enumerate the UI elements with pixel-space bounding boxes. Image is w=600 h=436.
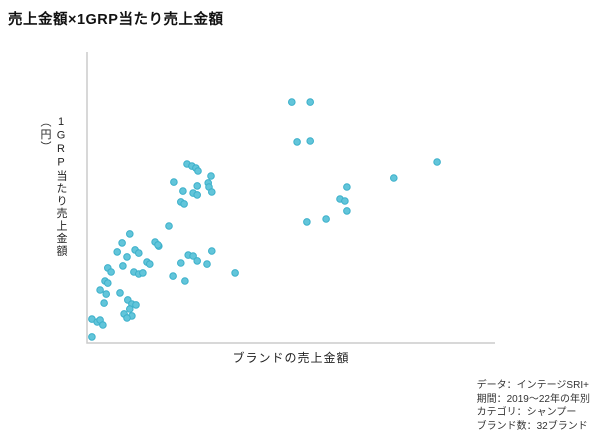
data-point (88, 333, 96, 341)
data-point (390, 174, 398, 182)
data-point (146, 260, 154, 268)
data-point (203, 260, 211, 268)
data-point (189, 252, 197, 260)
data-point (303, 218, 311, 226)
data-point (177, 259, 185, 267)
data-point (433, 158, 441, 166)
data-point (179, 187, 187, 195)
source-note-brand-count: ブランド数：32ブランド (476, 420, 588, 432)
data-point (126, 305, 134, 313)
data-point (100, 299, 108, 307)
data-point (341, 197, 349, 205)
source-note-period: 期間：2019～22年の年別 (476, 393, 590, 405)
data-point (135, 249, 143, 257)
source-notes: データ：インテージSRI+ 期間：2019～22年の年別 カテゴリ：シャンプー … (477, 379, 590, 433)
data-point (99, 321, 107, 329)
data-point (231, 269, 239, 277)
data-point (169, 272, 177, 280)
source-note-data: データ：インテージSRI+ (476, 380, 589, 391)
data-point (208, 188, 216, 196)
x-axis-label: ブランドの売上金額 (232, 351, 350, 365)
data-point (208, 247, 216, 255)
data-point (193, 191, 201, 199)
data-point (207, 172, 215, 180)
data-point (306, 137, 315, 145)
data-point (180, 200, 188, 208)
data-point (181, 277, 189, 285)
data-point (306, 98, 315, 106)
data-point (116, 289, 124, 297)
data-point (118, 239, 126, 247)
data-point (322, 215, 330, 223)
data-point (343, 207, 351, 215)
data-point (154, 241, 162, 249)
data-point (119, 262, 127, 270)
y-axis-label: 1GRP当たり売上金額（円） (39, 116, 67, 258)
data-point (343, 183, 351, 191)
data-point (123, 314, 131, 322)
data-point (170, 178, 178, 186)
data-point (113, 248, 121, 256)
data-point (139, 269, 147, 277)
data-point (194, 167, 202, 175)
data-point (123, 253, 131, 261)
data-point (104, 279, 112, 287)
data-point (126, 230, 134, 238)
data-point (193, 257, 201, 265)
data-point (165, 222, 173, 230)
data-point (132, 301, 140, 309)
data-point (107, 268, 115, 276)
data-point (193, 182, 201, 190)
axis-lines (86, 52, 495, 344)
source-note-category: カテゴリ：シャンプー (476, 407, 577, 418)
data-point (96, 286, 104, 294)
data-point (293, 138, 301, 146)
data-point (288, 98, 296, 106)
page-title: 売上金額×1GRP当たり売上金額 (8, 12, 224, 28)
data-point (102, 290, 110, 298)
